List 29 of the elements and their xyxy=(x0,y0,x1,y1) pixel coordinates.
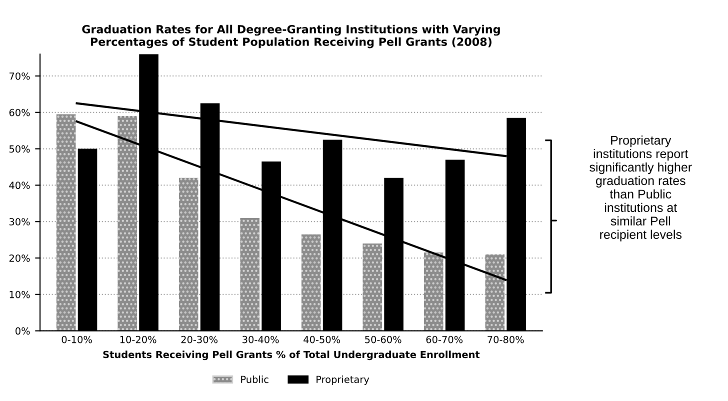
bar xyxy=(362,243,382,331)
x-tick-label: 60-70% xyxy=(426,336,463,344)
bar xyxy=(56,114,76,331)
legend-label: Proprietary xyxy=(316,376,370,385)
x-tick-label: 0-10% xyxy=(62,336,92,344)
text: Proprietary institutions report significantly higher graduation rates than Public institutions at similar Pell recipient levels xyxy=(590,136,692,242)
legend-label: Public xyxy=(241,376,268,384)
x-tick-label: 20-30% xyxy=(181,336,218,344)
bar xyxy=(301,234,321,331)
y-tick-label: 50% xyxy=(9,145,30,153)
bar xyxy=(240,218,260,331)
y-tick-label: 0% xyxy=(16,327,30,335)
y-tick-label: 30% xyxy=(9,218,30,226)
bar xyxy=(118,116,137,331)
y-tick-label: 70% xyxy=(10,72,30,80)
x-tick-label: 10-20% xyxy=(120,336,156,344)
bar xyxy=(424,252,444,331)
bar xyxy=(485,254,505,331)
x-tick-label: 50-60% xyxy=(365,336,402,344)
x-tick-label: 40-50% xyxy=(304,336,340,344)
y-tick-label: 60% xyxy=(9,108,30,116)
y-tick-label: 20% xyxy=(9,254,30,262)
y-tick-label: 10% xyxy=(10,290,30,298)
chart-title: Graduation Rates for All Degree-Granting Institutions with Varying Percentages of Student Population Receiving Pell Grants (2008) xyxy=(82,24,500,48)
x-axis-title: Students Receiving Pell Grants % of Total Undergraduate Enrollment xyxy=(103,350,480,360)
x-tick-label: 70-80% xyxy=(488,336,524,344)
x-tick-label: 30-40% xyxy=(242,336,279,344)
y-tick-label: 40% xyxy=(9,182,30,190)
bar xyxy=(178,178,198,331)
